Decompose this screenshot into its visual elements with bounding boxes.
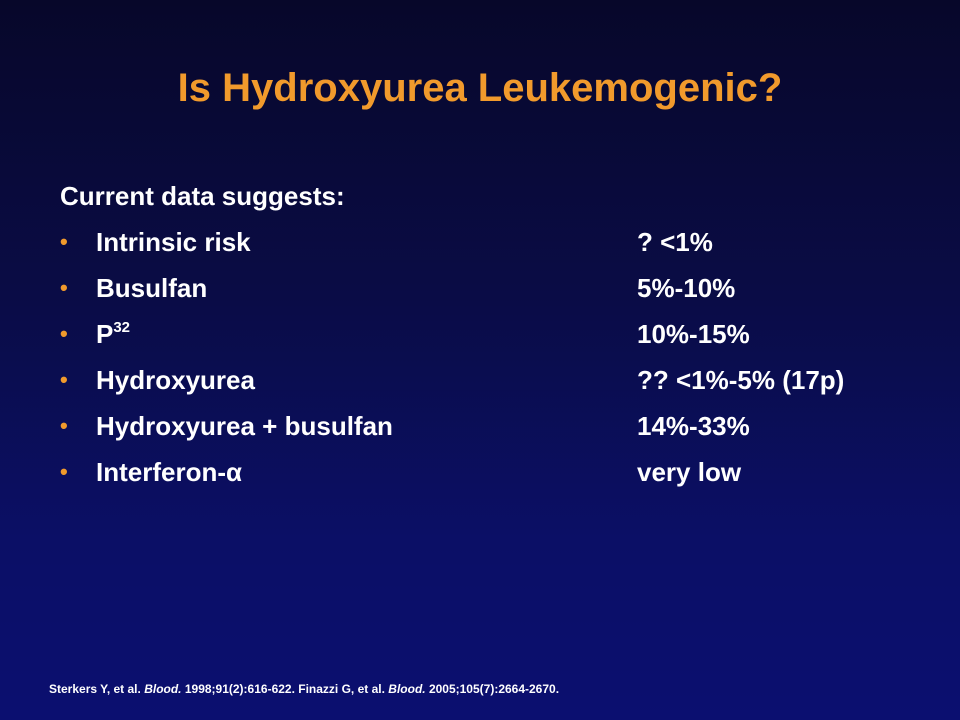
list-item: • P32 10%-15% [60, 316, 940, 352]
item-label: Interferon-α [96, 457, 242, 487]
item-value: ? <1% [637, 227, 713, 257]
reference-part-3: 2005;105(7):2664-2670. [425, 682, 560, 696]
reference-journal-1: Blood. [144, 682, 182, 696]
item-label: Hydroxyurea [96, 365, 255, 395]
reference-part-1: Sterkers Y, et al. [49, 682, 145, 696]
reference-citation: Sterkers Y, et al. Blood. 1998;91(2):616… [49, 681, 559, 697]
reference-part-2: 1998;91(2):616-622. Finazzi G, et al. [181, 682, 389, 696]
item-value: 5%-10% [637, 273, 736, 303]
item-label: Busulfan [96, 273, 208, 303]
reference-journal-2: Blood. [388, 682, 426, 696]
list-item: • Hydroxyurea ?? <1%-5% (17p) [60, 362, 940, 398]
item-value: ?? <1%-5% (17p) [637, 365, 845, 395]
bullet-icon: • [60, 275, 68, 300]
bullet-icon: • [60, 321, 68, 346]
item-label: P32 [96, 316, 130, 352]
bullet-icon: • [60, 367, 68, 392]
list-item: • Busulfan 5%-10% [60, 270, 940, 306]
item-label: Intrinsic risk [96, 227, 251, 257]
bullet-icon: • [60, 413, 68, 438]
item-label-base: P [96, 319, 114, 349]
list-item: • Hydroxyurea + busulfan 14%-33% [60, 408, 940, 444]
list-item: • Intrinsic risk ? <1% [60, 224, 940, 260]
item-value: very low [637, 457, 742, 487]
bullet-icon: • [60, 229, 68, 254]
item-value: 14%-33% [637, 411, 750, 441]
slide-title: Is Hydroxyurea Leukemogenic? [177, 66, 783, 110]
item-label-superscript: 32 [113, 319, 131, 336]
list-item: • Interferon-α very low [60, 454, 940, 490]
intro-text: Current data suggests: [60, 181, 345, 211]
item-label: Hydroxyurea + busulfan [96, 411, 393, 441]
item-value: 10%-15% [637, 319, 750, 349]
bullet-icon: • [60, 459, 68, 484]
